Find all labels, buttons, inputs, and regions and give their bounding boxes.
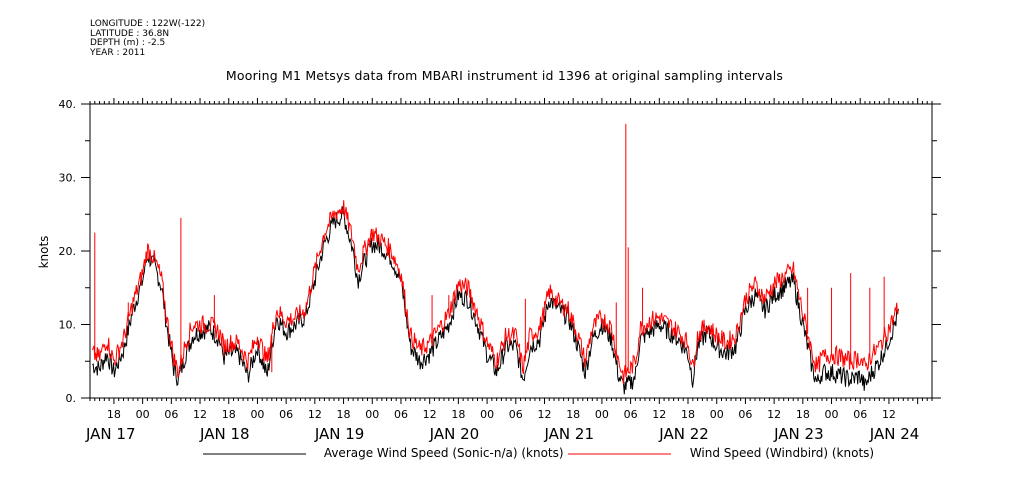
x-hour-tick-label: 06 (624, 408, 638, 421)
x-hour-tick-label: 00 (365, 408, 379, 421)
legend-label-windbird: Wind Speed (Windbird) (knots) (689, 446, 875, 460)
metadata-block: LONGITUDE : 122W(-122) LATITUDE : 36.8N … (90, 19, 206, 58)
x-day-label: JAN 22 (658, 425, 709, 443)
x-hour-tick-label: 12 (537, 408, 551, 421)
x-hour-tick-label: 06 (738, 408, 752, 421)
x-hour-tick-label: 00 (480, 408, 494, 421)
x-hour-tick-label: 12 (308, 408, 322, 421)
x-day-label: JAN 23 (773, 425, 824, 443)
x-day-label: JAN 24 (869, 425, 920, 443)
y-tick-label: 20. (59, 245, 77, 258)
y-axis-label: knots (37, 236, 51, 269)
x-hour-tick-label: 06 (164, 408, 178, 421)
x-hour-tick-label: 00 (710, 408, 724, 421)
chart-series (91, 123, 899, 395)
y-tick-label: 0. (66, 392, 77, 405)
x-hour-tick-label: 06 (853, 408, 867, 421)
y-tick-label: 30. (59, 172, 77, 185)
y-tick-label: 40. (59, 98, 77, 111)
x-hour-tick-label: 00 (825, 408, 839, 421)
legend-item-average: Average Wind Speed (Sonic-n/a) (knots) (203, 446, 564, 460)
x-hour-tick-label: 06 (279, 408, 293, 421)
x-hour-tick-label: 18 (681, 408, 695, 421)
chart-title: Mooring M1 Metsys data from MBARI instru… (225, 68, 784, 83)
x-day-label: JAN 19 (314, 425, 365, 443)
legend-label-average: Average Wind Speed (Sonic-n/a) (knots) (323, 446, 564, 460)
x-hour-tick-label: 00 (250, 408, 264, 421)
x-hour-tick-label: 12 (652, 408, 666, 421)
x-hour-tick-label: 12 (193, 408, 207, 421)
plot-frame (89, 103, 933, 399)
x-hour-tick-label: 00 (136, 408, 150, 421)
x-hour-tick-label: 18 (222, 408, 236, 421)
legend-swatch-black (203, 453, 306, 454)
x-hour-tick-label: 18 (566, 408, 580, 421)
x-hour-tick-label: 12 (882, 408, 896, 421)
legend-item-windbird: Wind Speed (Windbird) (knots) (568, 446, 874, 460)
x-hour-tick-label: 00 (595, 408, 609, 421)
x-day-label: JAN 17 (85, 425, 136, 443)
x-hour-tick-label: 06 (509, 408, 523, 421)
x-hour-tick-label: 18 (107, 408, 121, 421)
x-hour-tick-label: 12 (423, 408, 437, 421)
x-day-label: JAN 20 (429, 425, 480, 443)
x-hour-tick-label: 18 (796, 408, 810, 421)
x-hour-tick-label: 18 (337, 408, 351, 421)
x-day-label: JAN 18 (199, 425, 250, 443)
x-hour-tick-label: 06 (394, 408, 408, 421)
x-hour-tick-label: 18 (451, 408, 465, 421)
meta-year: YEAR : 2011 (90, 47, 146, 58)
legend-swatch-red (568, 453, 671, 454)
x-hour-tick-label: 12 (767, 408, 781, 421)
meta-longitude: LONGITUDE : 122W(-122) (90, 19, 206, 29)
y-tick-label: 10. (59, 319, 77, 332)
meta-depth: DEPTH (m) : -2.5 (90, 38, 166, 48)
x-day-label: JAN 21 (543, 425, 594, 443)
series-line-1 (91, 200, 899, 385)
meta-latitude: LATITUDE : 36.8N (90, 28, 170, 39)
chart-axes: 18 00 06 12 18 00 06 12 18 00 06 12 18 00 06 12 18 00 06 12… (59, 98, 941, 443)
